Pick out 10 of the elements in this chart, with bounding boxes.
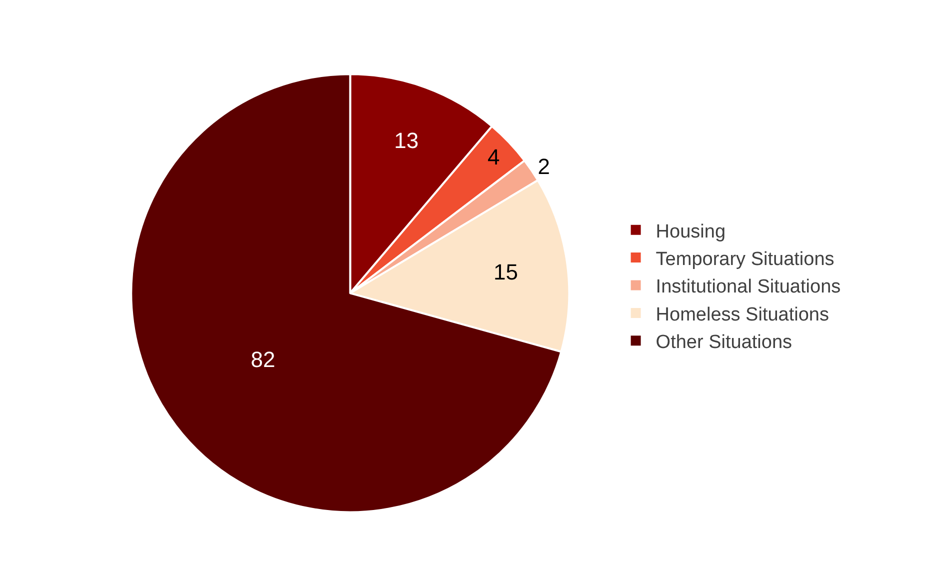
legend-label: Homeless Situations [656,304,830,326]
legend-label: Housing [656,221,726,242]
data-label: 82 [250,346,276,372]
data-label: 15 [493,259,518,284]
data-label: 2 [538,154,550,179]
data-label: 4 [488,144,500,170]
legend-label: Temporary Situations [656,248,834,270]
legend-label: Institutional Situations [656,276,841,298]
legend-label: Other Situations [656,332,792,354]
data-label: 13 [394,128,419,153]
